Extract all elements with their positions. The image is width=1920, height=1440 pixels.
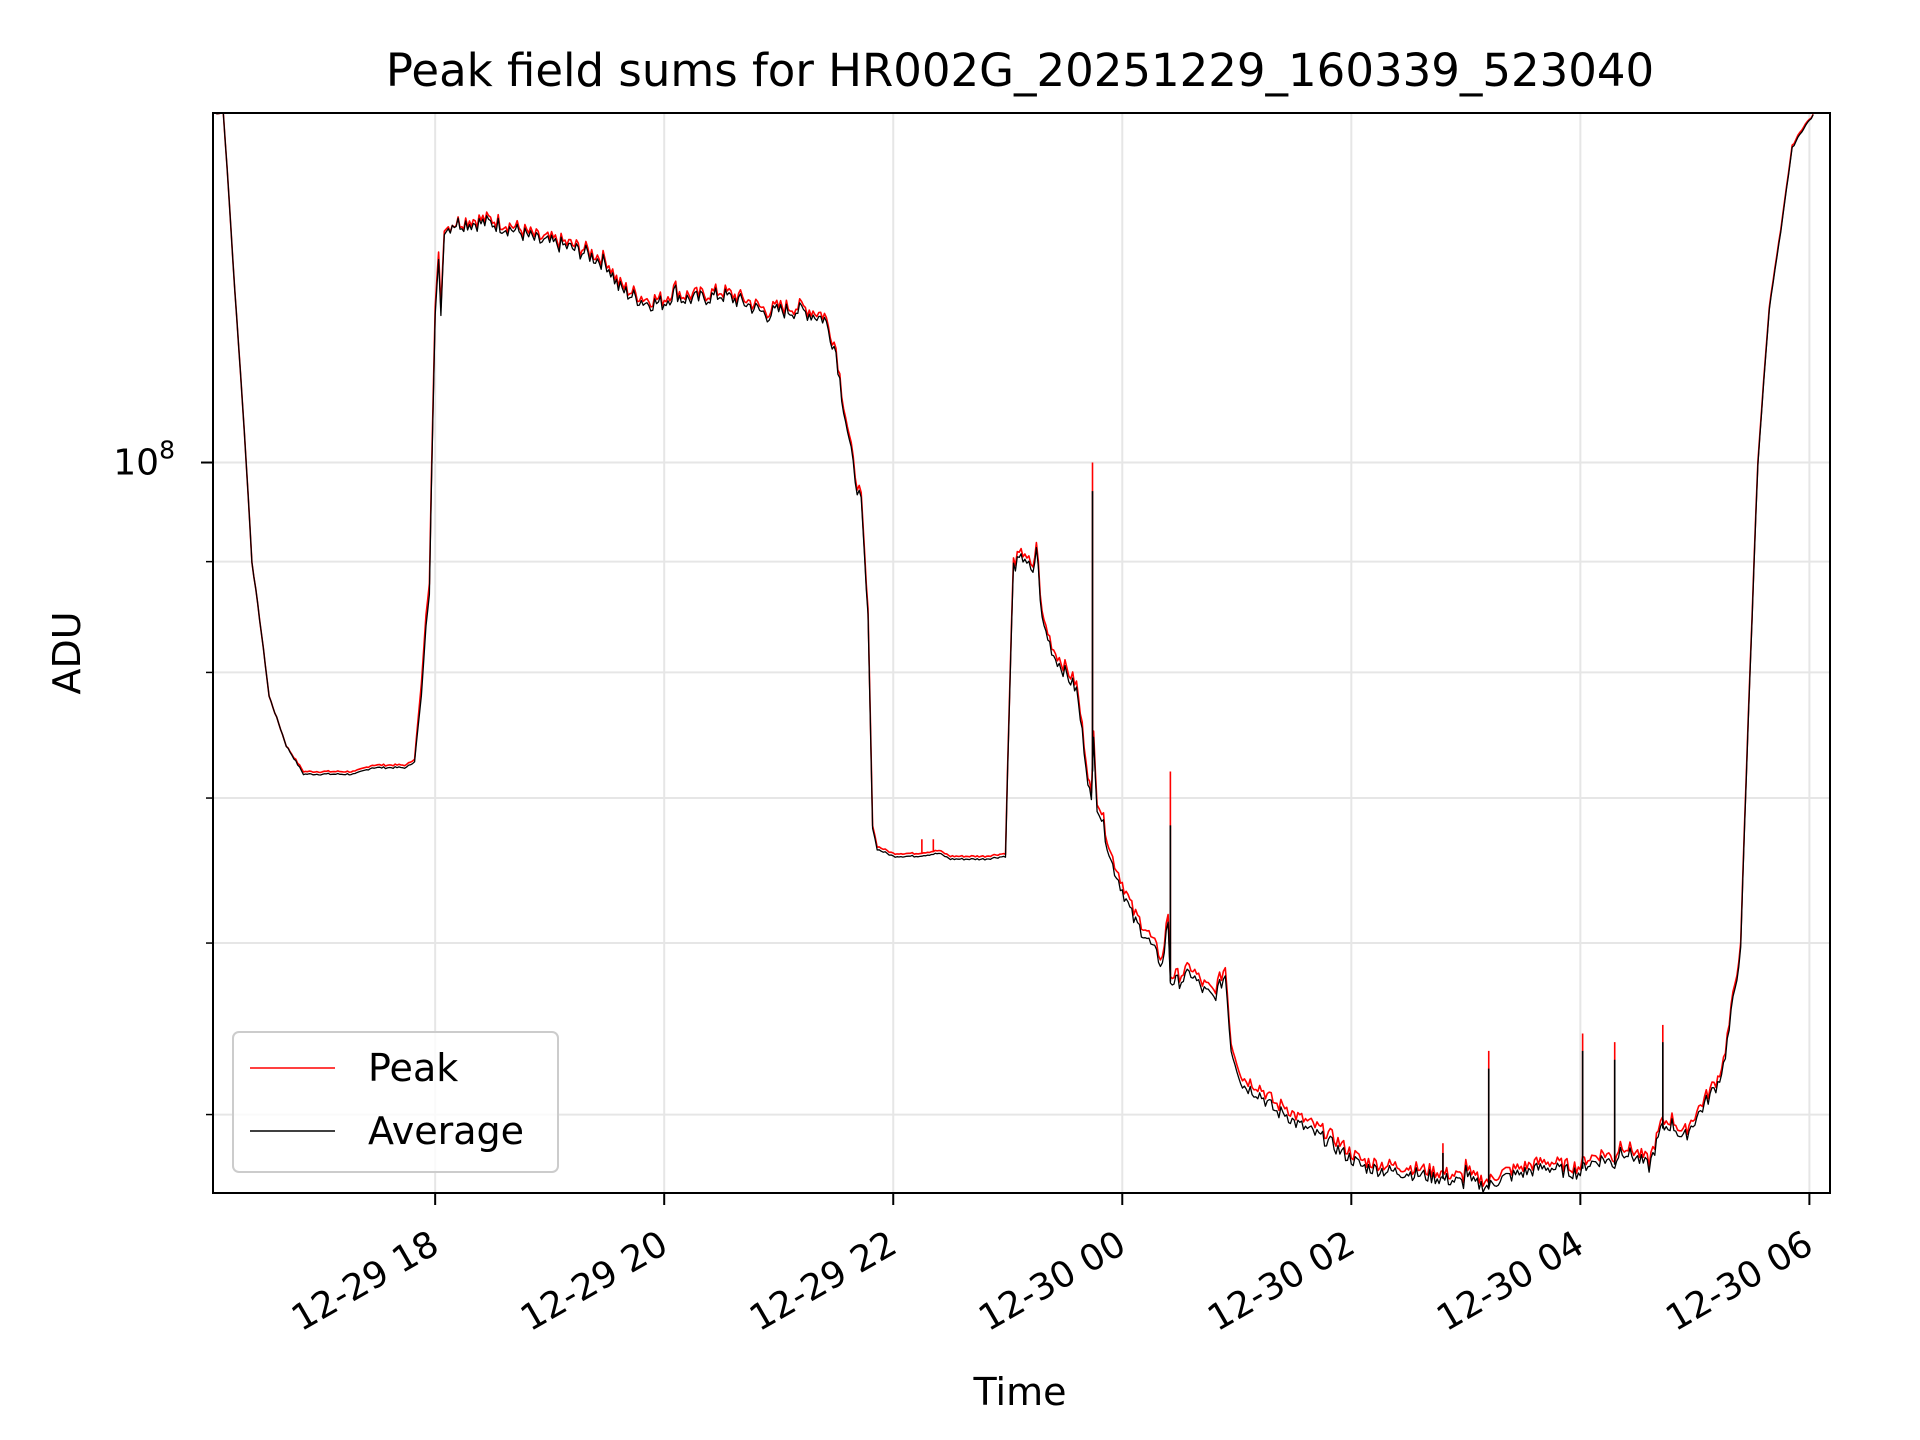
axes-frame: [212, 112, 1831, 1194]
ticks: 12-29 18 12-29 20 12-29 22 12-30 00 12-30 02…: [113, 436, 1820, 1340]
y-axis-label: ADU: [45, 611, 89, 694]
y-tick-label: 108: [113, 436, 175, 484]
series-layer: [213, 112, 1814, 1193]
x-tick-label: 12-29 22: [743, 1223, 904, 1339]
x-tick-label: 12-30 04: [1430, 1223, 1591, 1339]
legend-peak-label: Peak: [368, 1046, 458, 1090]
legend-average-label: Average: [368, 1109, 524, 1153]
legend-box: [232, 1031, 559, 1173]
grid: [213, 113, 1830, 1193]
chart-title: Peak field sums for HR002G_20251229_1603…: [386, 44, 1654, 97]
legend: Peak Average: [232, 1031, 559, 1173]
x-tick-label: 12-29 20: [514, 1223, 675, 1339]
x-tick-label: 12-29 18: [285, 1223, 446, 1339]
series-line-average: [213, 112, 1814, 1193]
x-axis-label: Time: [973, 1370, 1067, 1414]
x-tick-label: 12-30 00: [972, 1223, 1133, 1339]
x-tick-label: 12-30 02: [1201, 1223, 1362, 1339]
y-tick-label-exponent: 8: [159, 436, 175, 465]
series-line-peak: [213, 112, 1814, 1187]
x-tick-label: 12-30 06: [1659, 1223, 1820, 1339]
